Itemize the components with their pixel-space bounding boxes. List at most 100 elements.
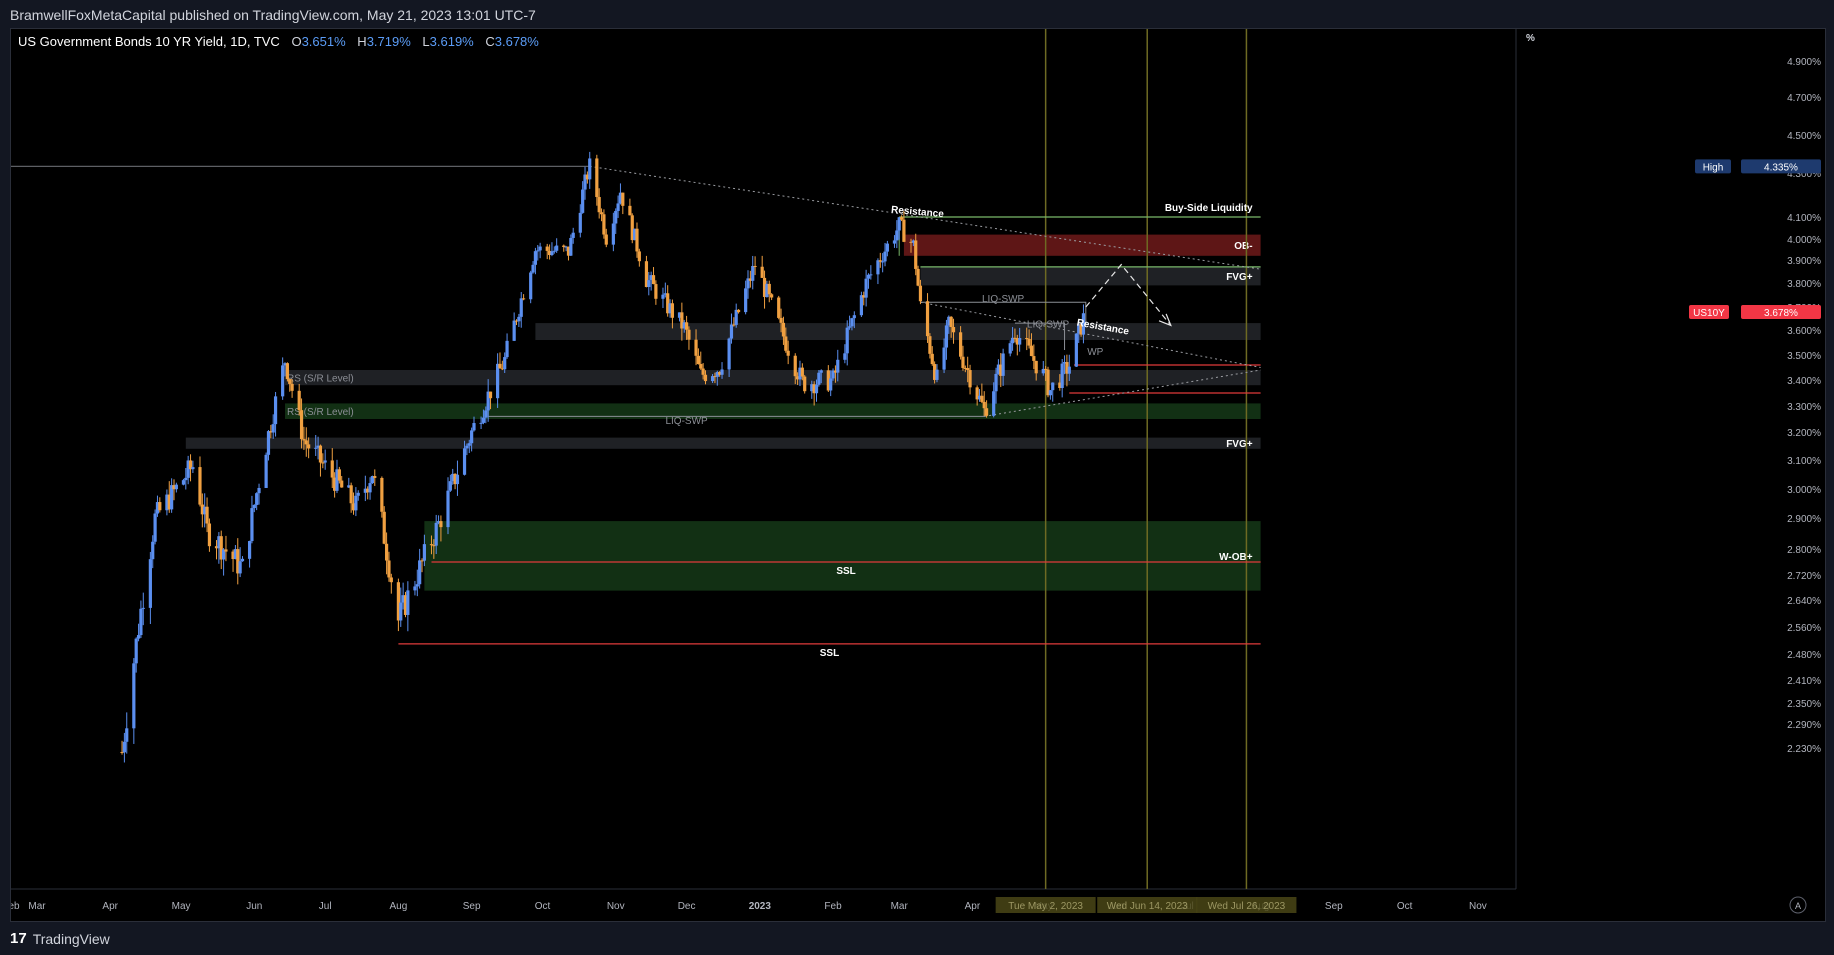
candle-body: [531, 264, 535, 273]
liq-swp-bracket: [1014, 322, 1066, 350]
zone-green: [285, 403, 1261, 419]
high-price-value: 4.335%: [1764, 162, 1798, 173]
candle-body: [347, 485, 351, 488]
candle-body: [148, 559, 152, 608]
candle-body: [569, 237, 573, 256]
candle-body: [151, 541, 155, 560]
candle-body: [703, 374, 708, 382]
candle-body: [550, 251, 554, 256]
candle-body: [710, 376, 715, 382]
time-axis-label: Nov: [607, 901, 625, 912]
candle-body: [290, 383, 294, 391]
zone-red: [903, 234, 1261, 256]
candle-body: [396, 582, 401, 621]
price-axis-label: 2.290%: [1787, 720, 1821, 731]
candle-body: [819, 370, 823, 373]
candle-body: [484, 410, 488, 418]
candle-body: [616, 203, 620, 211]
candle-body: [748, 278, 752, 281]
candle-body: [1044, 368, 1048, 370]
candle-body: [465, 445, 469, 449]
candle-body: [892, 240, 897, 244]
candle-body: [514, 320, 519, 322]
candle-body: [453, 473, 457, 485]
date-marker-label: Wed Jun 14, 2023: [1107, 901, 1188, 912]
chart-area[interactable]: OB- FVG+ RS (S/R Level) RS (S/R Level) FVG+ W…: [10, 28, 1826, 922]
candle-body: [895, 230, 899, 241]
candle-body: [141, 607, 145, 609]
candle-body: [588, 158, 592, 180]
candle-body: [512, 320, 516, 341]
candle-body: [132, 663, 136, 729]
candle-body: [968, 370, 972, 388]
candle-body: [214, 546, 219, 549]
tradingview-brand[interactable]: 17 TradingView: [10, 923, 110, 955]
close-label: C: [485, 34, 495, 49]
candle-body: [959, 332, 963, 357]
candle-body: [1067, 366, 1071, 374]
brand-name: TradingView: [32, 931, 110, 947]
candle-body: [382, 511, 386, 544]
price-axis-label: 2.800%: [1787, 545, 1821, 556]
candle-body: [793, 355, 797, 377]
candle-body: [1018, 337, 1022, 345]
price-axis-label: 2.720%: [1787, 571, 1821, 582]
candle-body: [288, 379, 292, 384]
candle-body: [604, 234, 608, 245]
candle-body: [403, 595, 408, 615]
candle-body: [264, 454, 268, 488]
candle-body: [798, 367, 802, 380]
candle-body: [436, 521, 441, 523]
candle-body: [188, 460, 193, 470]
time-axis-label: Feb: [824, 901, 842, 912]
candle-body: [602, 214, 606, 235]
candle-body: [864, 278, 868, 298]
candle-body: [696, 355, 701, 365]
candle-body: [545, 246, 549, 251]
candle-body: [633, 228, 637, 241]
candle-body: [363, 488, 367, 493]
last-price-badge: [1741, 305, 1821, 320]
candle-body: [503, 357, 507, 370]
chart-canvas[interactable]: OB- FVG+ RS (S/R Level) RS (S/R Level) FVG+ W…: [11, 29, 1825, 921]
candle-body: [670, 303, 675, 318]
candle-body: [784, 336, 788, 351]
candle-body: [200, 504, 204, 515]
candle-body: [621, 192, 625, 206]
candle-body: [779, 317, 783, 323]
candle-body: [366, 488, 370, 493]
open-label: O: [291, 34, 302, 49]
candle-body: [836, 359, 840, 373]
candle-body: [231, 551, 235, 560]
candle-body: [205, 506, 209, 524]
candle-body: [470, 430, 474, 444]
zone-gray: [285, 370, 1261, 386]
candle-body: [536, 250, 540, 252]
candle-body: [446, 490, 450, 528]
candle-body: [687, 329, 691, 340]
candle-body: [219, 536, 223, 560]
price-axis-label: 2.410%: [1787, 676, 1821, 687]
candle-body: [488, 391, 493, 399]
symbol-title: US Government Bonds 10 YR Yield, 1D, TVC: [18, 34, 280, 49]
candle-body: [479, 422, 483, 424]
price-axis-label: 3.500%: [1787, 351, 1821, 362]
price-axis-label: 3.200%: [1787, 428, 1821, 439]
tradingview-logo-icon: 17: [10, 930, 27, 947]
candle-body: [413, 586, 417, 591]
level-label: Buy-Side Liquidity: [1165, 203, 1253, 214]
candle-body: [555, 245, 559, 251]
candle-body: [630, 215, 634, 241]
candle-body: [833, 370, 838, 373]
candle-body: [944, 325, 949, 348]
candle-body: [803, 376, 807, 392]
candle-body: [583, 174, 587, 190]
candle-body: [330, 460, 334, 478]
candle-body: [736, 309, 741, 313]
low-value: 3.619%: [429, 34, 474, 49]
auto-scale-button-icon[interactable]: [1789, 896, 1807, 914]
candle-body: [599, 212, 604, 215]
candle-body: [975, 387, 979, 400]
candle-body: [914, 240, 918, 269]
price-axis-label: 2.560%: [1787, 623, 1821, 634]
